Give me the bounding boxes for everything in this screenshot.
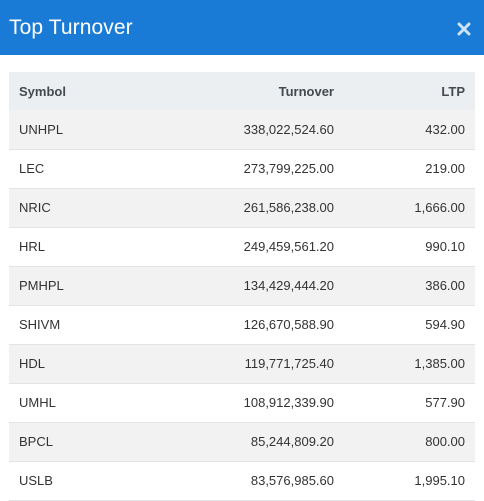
cell-ltp: 1,385.00 bbox=[414, 356, 465, 371]
table-row[interactable]: UNHPL 338,022,524.60 432.00 bbox=[9, 110, 475, 149]
cell-symbol: NRIC bbox=[19, 200, 51, 215]
modal-header: Top Turnover bbox=[0, 0, 484, 55]
cell-turnover: 83,576,985.60 bbox=[250, 473, 334, 488]
cell-ltp: 594.90 bbox=[425, 317, 465, 332]
cell-symbol: USLB bbox=[19, 473, 53, 488]
cell-turnover: 261,586,238.00 bbox=[243, 200, 334, 215]
turnover-table: Symbol Turnover LTP UNHPL 338,022,524.60… bbox=[9, 72, 475, 501]
cell-turnover: 126,670,588.90 bbox=[243, 317, 334, 332]
cell-turnover: 273,799,225.00 bbox=[243, 161, 334, 176]
cell-ltp: 219.00 bbox=[425, 161, 465, 176]
cell-symbol: LEC bbox=[19, 161, 45, 176]
table-row[interactable]: USLB 83,576,985.60 1,995.10 bbox=[9, 461, 475, 500]
modal-body: Symbol Turnover LTP UNHPL 338,022,524.60… bbox=[0, 55, 484, 501]
cell-ltp: 1,995.10 bbox=[414, 473, 465, 488]
cell-ltp: 800.00 bbox=[425, 434, 465, 449]
table-row[interactable]: BPCL 85,244,809.20 800.00 bbox=[9, 422, 475, 461]
cell-turnover: 108,912,339.90 bbox=[243, 395, 334, 410]
close-icon[interactable] bbox=[454, 19, 474, 39]
cell-symbol: BPCL bbox=[19, 434, 53, 449]
table-row[interactable]: HDL 119,771,725.40 1,385.00 bbox=[9, 344, 475, 383]
table-row[interactable]: SHIVM 126,670,588.90 594.90 bbox=[9, 305, 475, 344]
cell-ltp: 432.00 bbox=[425, 121, 465, 137]
cell-turnover: 249,459,561.20 bbox=[243, 239, 334, 254]
cell-turnover: 85,244,809.20 bbox=[250, 434, 334, 449]
table-header-row: Symbol Turnover LTP bbox=[9, 72, 475, 110]
modal-title: Top Turnover bbox=[9, 15, 133, 39]
cell-turnover: 338,022,524.60 bbox=[243, 121, 334, 137]
cell-ltp: 386.00 bbox=[425, 278, 465, 293]
cell-symbol: UNHPL bbox=[19, 121, 64, 137]
cell-symbol: SHIVM bbox=[19, 317, 61, 332]
table-row[interactable]: HRL 249,459,561.20 990.10 bbox=[9, 227, 475, 266]
cell-symbol: HRL bbox=[19, 239, 46, 254]
cell-symbol: PMHPL bbox=[19, 278, 64, 293]
column-header-symbol[interactable]: Symbol bbox=[19, 83, 66, 99]
column-header-ltp[interactable]: LTP bbox=[441, 83, 465, 99]
cell-symbol: HDL bbox=[19, 356, 46, 371]
cell-turnover: 134,429,444.20 bbox=[243, 278, 334, 293]
column-header-turnover[interactable]: Turnover bbox=[278, 83, 334, 99]
table-row[interactable]: PMHPL 134,429,444.20 386.00 bbox=[9, 266, 475, 305]
cell-symbol: UMHL bbox=[19, 395, 56, 410]
cell-ltp: 1,666.00 bbox=[414, 200, 465, 215]
cell-ltp: 577.90 bbox=[425, 395, 465, 410]
table-row[interactable]: LEC 273,799,225.00 219.00 bbox=[9, 149, 475, 188]
cell-turnover: 119,771,725.40 bbox=[244, 356, 334, 371]
table-row[interactable]: UMHL 108,912,339.90 577.90 bbox=[9, 383, 475, 422]
table-row[interactable]: NRIC 261,586,238.00 1,666.00 bbox=[9, 188, 475, 227]
cell-ltp: 990.10 bbox=[425, 239, 465, 254]
